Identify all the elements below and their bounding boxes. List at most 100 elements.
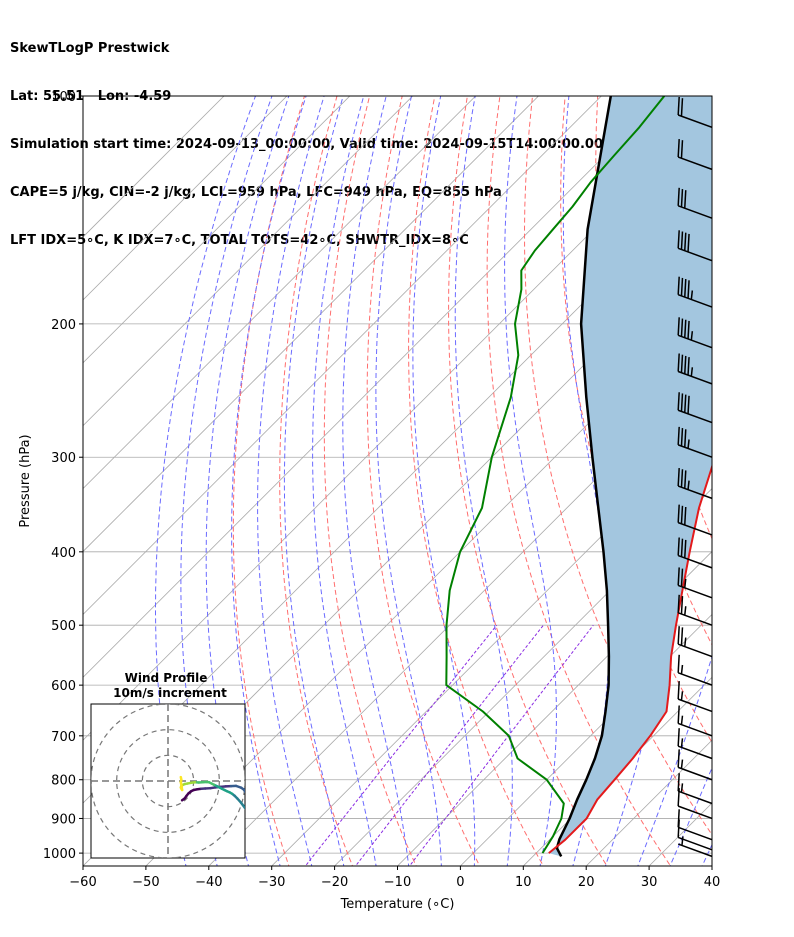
wind-barb xyxy=(677,626,713,658)
wind-barb xyxy=(677,353,713,385)
wind-barb xyxy=(677,705,713,737)
isotherm-line xyxy=(83,96,225,238)
barb-half-feather xyxy=(680,664,684,675)
barb-staff xyxy=(677,409,713,424)
dry-adiabat xyxy=(727,61,794,884)
barb-feather xyxy=(684,394,687,413)
barb-staff xyxy=(677,698,713,713)
barb-feather xyxy=(677,504,680,523)
wind-barb xyxy=(677,317,713,349)
dry-adiabat xyxy=(790,61,794,884)
chart-title-block: SkewTLogP Prestwick Lat: 55.51 Lon: -4.5… xyxy=(10,9,603,265)
wind-barb xyxy=(677,138,713,171)
moist-adiabat xyxy=(155,96,257,866)
barb-half-feather xyxy=(680,691,684,701)
barb-staff xyxy=(677,790,713,805)
y-tick-label: 400 xyxy=(51,546,76,561)
mixing-ratio-line xyxy=(304,624,498,866)
barb-feather xyxy=(677,567,680,586)
cape-area xyxy=(548,96,712,857)
wind-barb xyxy=(677,681,713,713)
dry-adiabat xyxy=(232,96,306,866)
wind-barb xyxy=(677,537,713,569)
x-tick-label: −50 xyxy=(132,875,159,890)
barb-feather xyxy=(677,749,680,768)
temperature-line xyxy=(548,463,712,854)
barb-feather xyxy=(680,140,684,159)
barb-staff xyxy=(677,370,713,385)
moist-adiabat xyxy=(637,654,712,866)
barb-feather xyxy=(677,353,680,372)
wind-barb xyxy=(677,392,713,424)
hodograph-trace xyxy=(248,800,249,805)
barb-staff xyxy=(677,293,713,308)
barb-staff xyxy=(677,485,713,500)
x-tick-label: 10 xyxy=(515,875,532,890)
barb-staff xyxy=(677,521,713,536)
barb-feather xyxy=(687,233,690,252)
isotherm-line xyxy=(83,96,665,678)
isotherm-line xyxy=(459,613,712,866)
barb-half-feather xyxy=(680,783,684,793)
isotherm-line xyxy=(271,425,712,866)
y-tick-label: 200 xyxy=(51,318,76,333)
hodograph-trace xyxy=(179,775,183,781)
barb-feather xyxy=(680,188,684,208)
wind-barb xyxy=(677,728,713,760)
x-tick-label: 30 xyxy=(641,875,658,890)
dry-adiabat xyxy=(323,96,417,866)
wind-barb xyxy=(677,809,713,841)
wind-barb xyxy=(677,836,713,858)
barb-feather xyxy=(680,231,684,250)
mixing-ratio-line xyxy=(408,624,594,866)
isotherm-line xyxy=(396,550,712,866)
wind-barb xyxy=(677,426,713,458)
isotherm-line xyxy=(83,96,288,301)
barb-feather xyxy=(684,190,687,209)
dry-adiabat xyxy=(366,96,481,866)
barb-half-feather xyxy=(684,637,687,647)
barb-feather xyxy=(684,319,687,338)
barb-half-feather xyxy=(680,715,684,725)
barb-half-feather xyxy=(690,331,694,341)
dewpoint-line xyxy=(445,96,666,854)
barb-feather xyxy=(680,318,684,337)
moist-adiabat xyxy=(231,96,307,866)
barb-feather xyxy=(684,429,687,448)
wind-barb xyxy=(677,654,713,686)
barb-feather xyxy=(684,506,687,526)
x-tick-label: 0 xyxy=(456,875,464,890)
barb-feather xyxy=(677,728,680,747)
moist-adiabat xyxy=(504,96,557,866)
barb-feather xyxy=(677,187,680,206)
barb-feather xyxy=(687,280,690,299)
barb-feather xyxy=(677,426,680,445)
hodograph-trace xyxy=(246,793,247,796)
y-axis-label: Pressure (hPa) xyxy=(18,434,33,527)
title-cape: CAPE=5 j/kg, CIN=-2 j/kg, LCL=959 hPa, L… xyxy=(10,185,502,200)
wind-barbs xyxy=(677,96,713,858)
x-tick-label: −30 xyxy=(258,875,285,890)
barb-feather xyxy=(680,568,684,587)
x-tick-label: −20 xyxy=(321,875,348,890)
wind-barb xyxy=(677,594,713,626)
barb-staff xyxy=(677,247,713,262)
barb-half-feather xyxy=(680,738,684,748)
isotherm-line xyxy=(145,299,712,866)
barb-staff xyxy=(677,156,713,171)
barb-staff xyxy=(677,643,713,658)
barb-feather xyxy=(687,320,690,339)
moist-adiabat xyxy=(412,96,476,866)
isotherm-line xyxy=(83,96,351,364)
dry-adiabat xyxy=(408,96,544,866)
moist-adiabat xyxy=(342,96,410,866)
barb-feather xyxy=(677,467,680,487)
barb-feather xyxy=(684,232,687,251)
barb-feather xyxy=(687,395,690,414)
barb-staff xyxy=(677,612,713,626)
barb-half-feather xyxy=(684,606,687,616)
barb-staff xyxy=(677,444,713,458)
barb-feather xyxy=(677,626,680,645)
hodograph-plot xyxy=(91,704,249,858)
